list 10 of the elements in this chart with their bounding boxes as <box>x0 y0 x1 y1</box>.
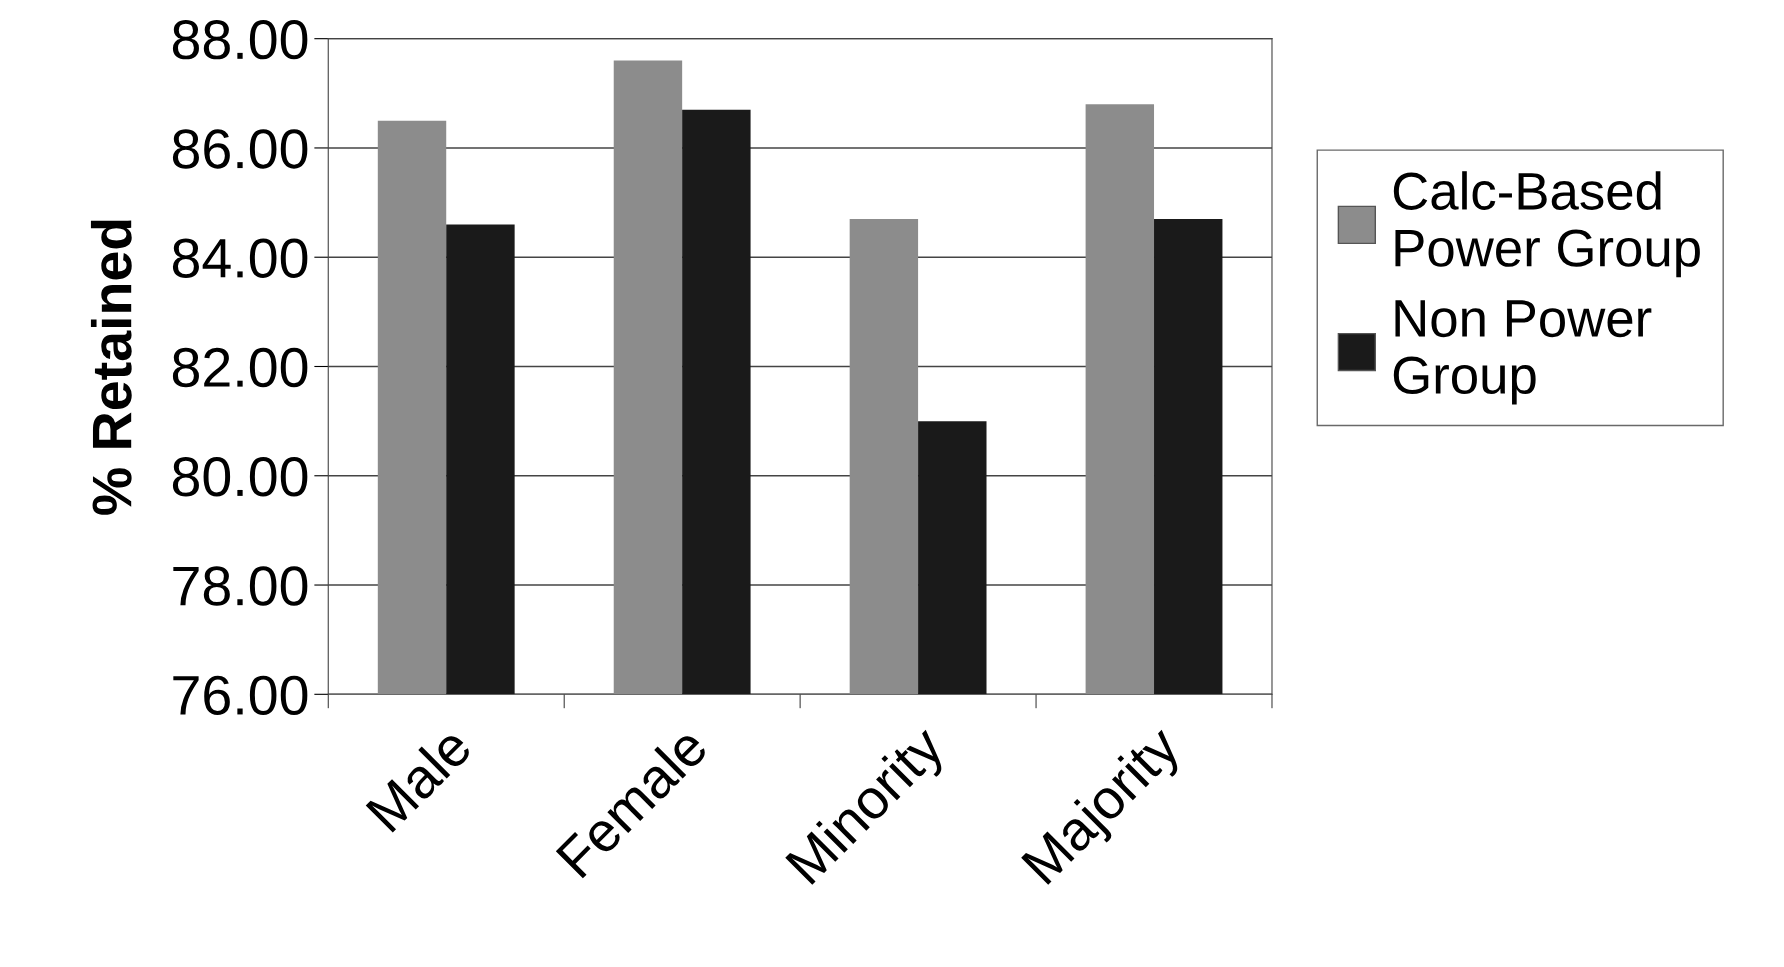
y-tick-label: 80.00 <box>172 457 308 497</box>
y-tick-label: 82.00 <box>172 347 308 388</box>
y-tick-label: 88.00 <box>172 20 308 60</box>
legend-label: Calc-Based Power Group <box>1393 171 1700 278</box>
y-tick-label: 84.00 <box>172 238 308 278</box>
legend-label: Non Power Group <box>1393 300 1652 405</box>
y-tick-label: 76.00 <box>173 675 308 715</box>
y-tick-label: 86.00 <box>172 129 308 169</box>
y-tick-label: 78.00 <box>173 566 308 606</box>
y-axis-title: % Retained <box>90 220 132 515</box>
